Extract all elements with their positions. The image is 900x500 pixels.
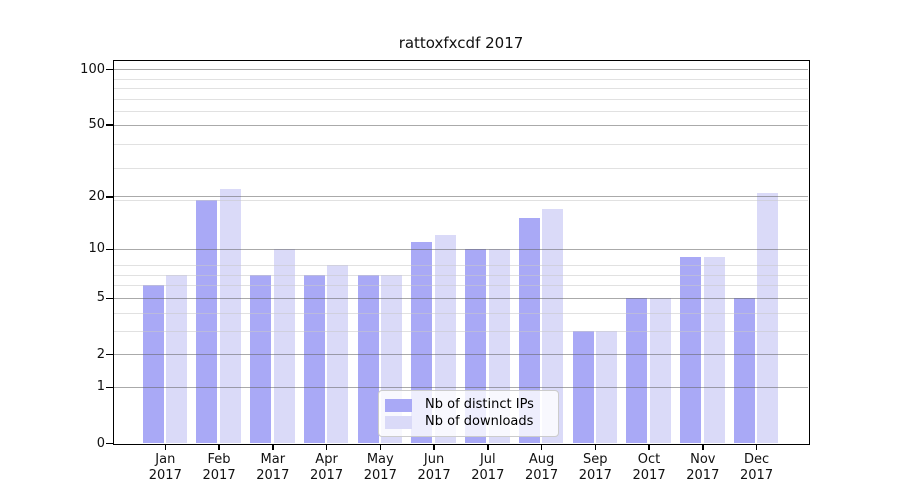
- bar-oct-distinct-ips: [626, 297, 648, 443]
- y-tick-label: 50: [88, 117, 105, 133]
- x-tick-mark: [540, 445, 543, 450]
- x-tick-label-jul: Jul 2017: [456, 452, 520, 484]
- month-label: Jul: [479, 452, 496, 467]
- y-tick-label: 100: [80, 61, 105, 77]
- bar-feb-distinct-ips: [196, 200, 218, 443]
- x-tick-label-feb: Feb 2017: [187, 452, 251, 484]
- year-label: 2017: [525, 468, 559, 483]
- x-tick-label-dec: Dec 2017: [725, 452, 789, 484]
- bar-sep-distinct-ips: [572, 330, 594, 443]
- legend: Nb of distinct IPs Nb of downloads: [378, 390, 559, 437]
- year-label: 2017: [686, 468, 720, 483]
- bar-dec-distinct-ips: [733, 297, 755, 443]
- month-label: Feb: [207, 452, 231, 467]
- chart-title: rattoxfxcdf 2017: [398, 34, 524, 52]
- plot-area: [112, 59, 810, 445]
- legend-entry-distinct-ips: Nb of distinct IPs: [385, 397, 550, 413]
- x-tick-mark: [272, 445, 274, 450]
- year-label: 2017: [417, 468, 451, 483]
- legend-label-downloads: Nb of downloads: [425, 414, 534, 429]
- month-label: Dec: [743, 452, 770, 467]
- x-tick-label-may: May 2017: [348, 452, 412, 484]
- bar-oct-downloads: [649, 297, 671, 443]
- bar-jan-downloads: [166, 274, 188, 443]
- year-label: 2017: [740, 468, 774, 483]
- bar-jan-distinct-ips: [142, 285, 164, 443]
- x-tick-label-mar: Mar 2017: [241, 452, 305, 484]
- bar-mar-downloads: [273, 248, 295, 443]
- x-tick-mark: [594, 445, 597, 450]
- year-label: 2017: [471, 468, 505, 483]
- x-tick-mark: [648, 445, 650, 450]
- distinct-ips-color-swatch: [385, 398, 412, 412]
- y-tick-label: 1: [96, 379, 105, 395]
- month-label: Aug: [528, 452, 555, 467]
- x-tick-label-sep: Sep 2017: [563, 452, 627, 484]
- bar-sep-downloads: [596, 330, 618, 443]
- x-tick-mark: [702, 445, 704, 450]
- bars-layer: [114, 61, 809, 443]
- x-tick-mark: [487, 445, 489, 450]
- x-tick-label-oct: Oct 2017: [617, 452, 681, 484]
- bar-feb-downloads: [219, 189, 241, 443]
- x-tick-mark: [325, 445, 328, 450]
- x-tick-label-aug: Aug 2017: [510, 452, 574, 484]
- y-tick-label: 20: [88, 188, 105, 204]
- month-label: May: [366, 452, 394, 467]
- y-tick-label: 2: [96, 346, 105, 362]
- x-tick-label-apr: Apr 2017: [295, 452, 359, 484]
- x-tick-mark: [379, 445, 382, 450]
- month-label: Jan: [155, 452, 176, 467]
- bar-nov-downloads: [703, 256, 725, 443]
- month-label: Jun: [423, 452, 445, 467]
- month-label: Mar: [260, 452, 286, 467]
- year-label: 2017: [363, 468, 397, 483]
- year-label: 2017: [148, 468, 182, 483]
- y-tick-label: 10: [88, 241, 105, 257]
- x-tick-label-jun: Jun 2017: [402, 452, 466, 484]
- x-tick-mark: [433, 445, 435, 450]
- bar-apr-downloads: [327, 265, 349, 443]
- year-label: 2017: [578, 468, 612, 483]
- x-tick-mark: [218, 445, 220, 450]
- legend-entry-downloads: Nb of downloads: [385, 414, 550, 430]
- bar-aug-downloads: [542, 208, 564, 443]
- x-tick-label-nov: Nov 2017: [671, 452, 735, 484]
- bar-mar-distinct-ips: [250, 274, 271, 443]
- year-label: 2017: [202, 468, 236, 483]
- y-tick-label: 5: [96, 290, 105, 306]
- bar-may-distinct-ips: [357, 274, 379, 443]
- month-label: Sep: [583, 452, 608, 467]
- year-label: 2017: [632, 468, 666, 483]
- x-tick-label-jan: Jan 2017: [133, 452, 197, 484]
- downloads-color-swatch: [385, 415, 412, 429]
- bar-apr-distinct-ips: [303, 274, 325, 443]
- year-label: 2017: [310, 468, 344, 483]
- bar-dec-downloads: [757, 192, 779, 443]
- y-tick-label: 0: [96, 435, 105, 451]
- bar-nov-distinct-ips: [680, 256, 701, 443]
- month-label: Oct: [637, 452, 661, 467]
- month-label: Nov: [690, 452, 716, 467]
- month-label: Apr: [315, 452, 338, 467]
- year-label: 2017: [256, 468, 290, 483]
- x-tick-mark: [164, 445, 167, 450]
- legend-label-distinct-ips: Nb of distinct IPs: [425, 397, 534, 412]
- x-tick-mark: [755, 445, 758, 450]
